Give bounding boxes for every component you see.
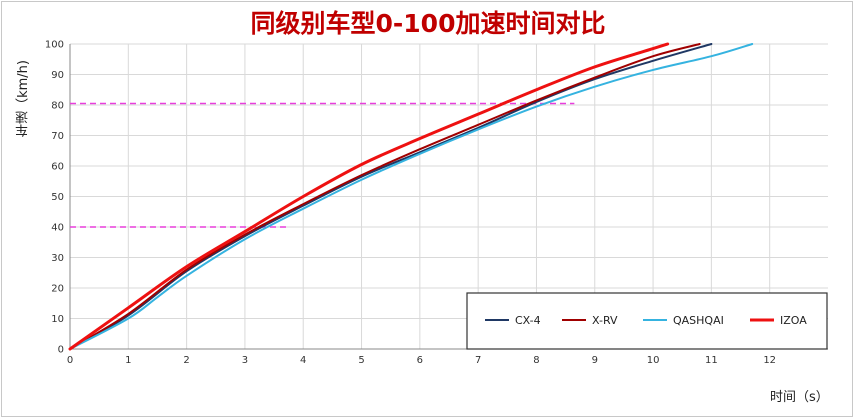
legend-label-izoa: IZOA (780, 314, 807, 327)
y-tick-label: 70 (51, 131, 64, 142)
x-tick-label: 10 (647, 355, 660, 366)
x-tick-label: 2 (183, 355, 189, 366)
x-tick-label: 1 (125, 355, 131, 366)
chart-title: 同级别车型0-100加速时间对比 (250, 9, 606, 38)
legend-label-cx-4: CX-4 (515, 314, 541, 327)
legend-label-x-rv: X-RV (592, 314, 618, 327)
series-line-x-rv (69, 43, 701, 350)
y-tick-label: 60 (51, 162, 64, 173)
y-tick-label: 30 (51, 253, 64, 264)
x-tick-label: 6 (417, 355, 423, 366)
y-tick-label: 80 (51, 101, 64, 112)
legend-label-qashqai: QASHQAI (673, 314, 724, 327)
x-tick-label: 8 (533, 355, 539, 366)
x-tick-label: 4 (300, 355, 306, 366)
x-tick-label: 0 (67, 355, 73, 366)
x-tick-label: 12 (763, 355, 776, 366)
x-tick-label: 7 (475, 355, 481, 366)
series-line-izoa (68, 42, 670, 351)
x-tick-label: 5 (358, 355, 364, 366)
y-tick-label: 100 (45, 40, 64, 51)
y-tick-label: 50 (51, 192, 64, 203)
y-tick-label: 10 (51, 314, 64, 325)
y-tick-label: 0 (58, 345, 64, 356)
y-tick-label: 90 (51, 70, 64, 81)
x-tick-label: 3 (242, 355, 248, 366)
y-tick-label: 20 (51, 284, 64, 295)
y-tick-label: 40 (51, 223, 64, 234)
x-axis-label: 时间（s） (770, 390, 829, 405)
x-tick-label: 11 (705, 355, 718, 366)
series-line-qashqai (69, 43, 754, 350)
x-tick-label: 9 (592, 355, 598, 366)
series-line-cx-4 (69, 43, 713, 350)
